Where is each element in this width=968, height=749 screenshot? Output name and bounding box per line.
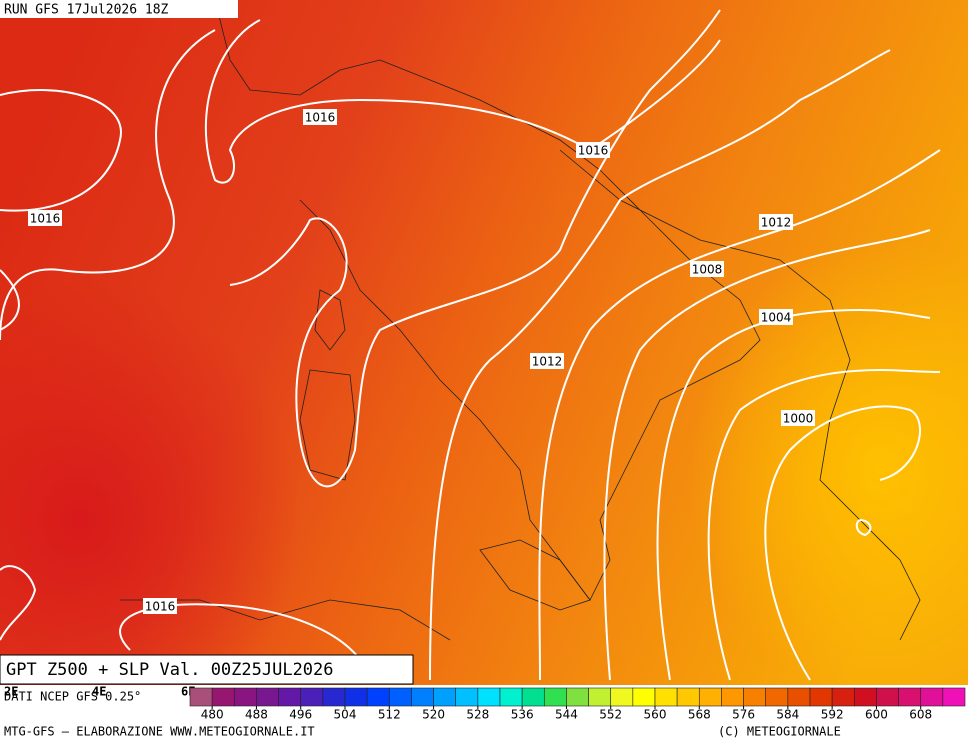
isobar-label-box [690,261,724,277]
colorbar-tick-label: 544 [555,708,578,722]
colorbar-swatch [831,687,855,707]
colorbar-tick-label: 600 [865,708,888,722]
colorbar-swatch [588,687,612,707]
colorbar-tick-label: 496 [289,708,312,722]
colorbar-swatch [366,687,390,707]
footer-credit: MTG-GFS – ELABORAZIONE WWW.METEOGIORNALE… [4,725,315,739]
colorbar-tick-label: 576 [732,708,755,722]
coastlines [120,0,921,641]
colorbar-swatch [876,687,899,707]
colorbar-swatch [610,687,634,707]
colorbar-tick-label: 520 [422,708,445,722]
colorbar-swatch [189,687,213,707]
isobar-label-box [781,410,815,426]
colorbar-swatch [765,687,789,707]
colorbar-swatch [477,687,501,707]
colorbar-swatch [942,687,966,707]
data-source: DATI NCEP GFS 0.25° [4,690,141,704]
isobar-label-box [143,598,177,614]
isobar-label: 1016 [145,600,176,614]
isobar-label-box [303,109,337,125]
colorbar-swatch [809,687,833,707]
colorbar-swatch [256,687,279,707]
colorbar-swatch [787,687,811,707]
run-label-box [0,0,238,18]
colorbar-swatch [721,687,744,707]
isobar-label-box [759,309,793,325]
map-title: GPT Z500 + SLP Val. 00Z25JUL2026 [6,660,334,680]
colorbar-swatch [411,687,434,707]
isobar-label-box [759,214,793,230]
colorbar-swatch [898,687,922,707]
colorbar-swatch [632,687,656,707]
isobar-label: 1012 [532,355,563,369]
colorbar-swatch [300,687,324,707]
colorbar-tick-label: 528 [466,708,489,722]
colorbar-swatch [344,687,368,707]
colorbar-tick-label: 480 [201,708,224,722]
isobar-label-box [28,210,62,226]
colorbar-tick-label: 488 [245,708,268,722]
colorbar-swatch [455,687,479,707]
colorbar-swatch [920,687,944,707]
colorbar-tick-label: 536 [511,708,534,722]
colorbar-swatch [211,687,235,707]
map-shade [0,280,300,749]
longitude-label: 2E [4,685,18,699]
colorbar-tick-label: 584 [776,708,799,722]
colorbar-swatch [322,687,346,707]
colorbar-swatch [853,687,877,707]
colorbar-swatch [654,687,678,707]
isobar-label: 1016 [305,111,336,125]
colorbar-swatch [278,687,302,707]
copyright: (C) METEOGIORNALE [718,725,841,739]
run-label: RUN GFS 17Jul2026 18Z [4,3,169,18]
colorbar-tick-label: 560 [644,708,667,722]
colorbar-swatch [676,687,700,707]
colorbar-tick-label: 592 [821,708,844,722]
colorbar-tick-label: 504 [334,708,357,722]
isobar-label: 1016 [578,144,609,158]
title-box [0,654,414,685]
isobars [0,9,941,681]
colorbar-tick-label: 552 [599,708,622,722]
isobar-label-box [576,142,610,158]
isobar-label: 1012 [761,216,792,230]
longitude-label: 4E [92,685,106,699]
isobar-label: 1000 [783,412,814,426]
colorbar-swatch [543,687,567,707]
colorbar-swatch [566,687,589,707]
colorbar-swatch [388,687,412,707]
isobar-label-box [530,353,564,369]
isobar-label: 1016 [30,212,61,226]
map-shade [690,240,968,700]
colorbar-tick-label: 568 [688,708,711,722]
colorbar-swatch [698,687,722,707]
colorbar-tick-label: 512 [378,708,401,722]
colorbar-tick-label: 608 [909,708,932,722]
isobar-label: 1004 [761,311,792,325]
isobar-label: 1008 [692,263,723,277]
colorbar-swatch [743,687,767,707]
colorbar-swatch [433,687,457,707]
colorbar-swatch [499,687,523,707]
colorbar-swatch [521,687,545,707]
colorbar-swatch [233,687,257,707]
